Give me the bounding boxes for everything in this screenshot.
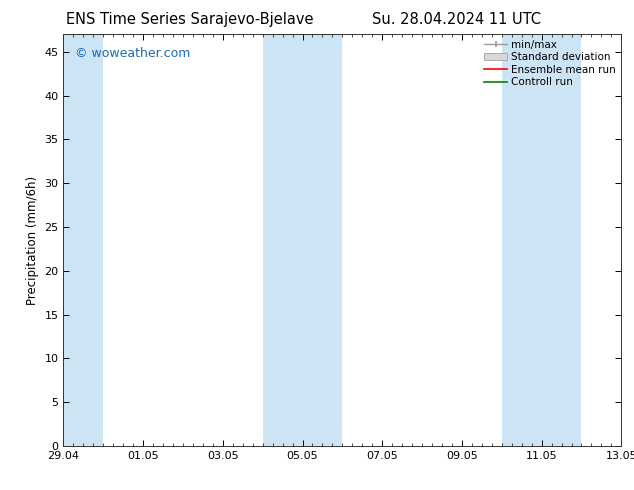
- Text: © woweather.com: © woweather.com: [75, 47, 190, 60]
- Text: ENS Time Series Sarajevo-Bjelave: ENS Time Series Sarajevo-Bjelave: [67, 12, 314, 27]
- Bar: [63, 34, 103, 446]
- Bar: [501, 34, 581, 446]
- Bar: [262, 34, 342, 446]
- Y-axis label: Precipitation (mm/6h): Precipitation (mm/6h): [26, 175, 39, 305]
- Legend: min/max, Standard deviation, Ensemble mean run, Controll run: min/max, Standard deviation, Ensemble me…: [481, 36, 619, 91]
- Text: Su. 28.04.2024 11 UTC: Su. 28.04.2024 11 UTC: [372, 12, 541, 27]
